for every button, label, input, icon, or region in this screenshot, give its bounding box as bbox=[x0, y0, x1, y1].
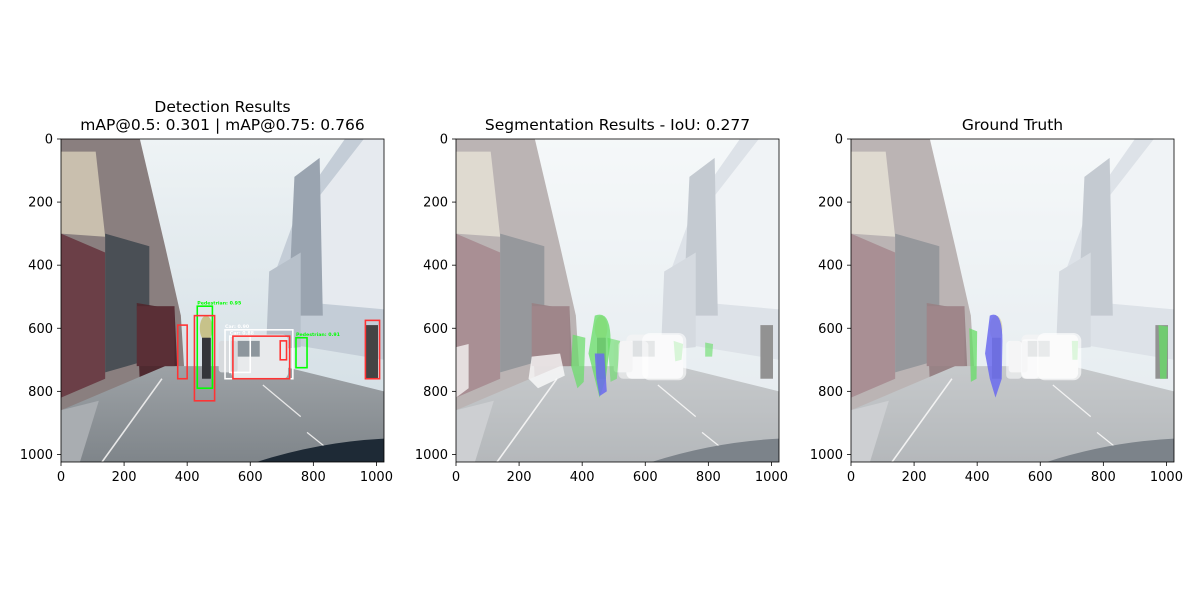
x-tick-label: 600 bbox=[1028, 470, 1053, 485]
scene-image bbox=[850, 138, 1175, 463]
ground-truth-mask bbox=[1037, 332, 1082, 381]
ground-truth-mask bbox=[969, 328, 978, 382]
panel-title: Detection Results bbox=[154, 98, 290, 116]
panel-subtitle: mAP@0.5: 0.301 | mAP@0.75: 0.766 bbox=[80, 116, 364, 134]
y-tick-label: 0 bbox=[45, 133, 53, 148]
y-tick-label: 600 bbox=[28, 322, 53, 337]
ground-truth-mask bbox=[1006, 340, 1022, 379]
detection-box bbox=[295, 336, 308, 369]
y-tick-label: 1000 bbox=[810, 448, 843, 463]
y-tick-label: 400 bbox=[28, 259, 53, 274]
segmentation-mask bbox=[607, 337, 621, 382]
segmentation-mask bbox=[705, 342, 714, 357]
y-tick-label: 200 bbox=[818, 196, 843, 211]
detection-label: Pedestrian: 0.91 bbox=[296, 332, 340, 338]
x-tick-label: 0 bbox=[57, 470, 65, 485]
detection-label: Pedestrian: 0.95 bbox=[197, 300, 241, 306]
axes-frame bbox=[455, 138, 780, 463]
y-tick-label: 200 bbox=[28, 196, 53, 211]
x-tick-label: 800 bbox=[301, 470, 326, 485]
segmentation-panel: Segmentation Results - IoU: 0.277 0 200 400… bbox=[415, 116, 788, 485]
panel-title: Ground Truth bbox=[962, 116, 1063, 134]
x-tick-label: 400 bbox=[965, 470, 990, 485]
x-tick-label: 1000 bbox=[1150, 470, 1183, 485]
x-tick-label: 200 bbox=[507, 470, 532, 485]
x-tick-label: 600 bbox=[633, 470, 658, 485]
x-tick-label: 0 bbox=[452, 470, 460, 485]
y-tick-label: 800 bbox=[423, 385, 448, 400]
x-tick-label: 600 bbox=[238, 470, 263, 485]
y-tick-label: 800 bbox=[818, 385, 843, 400]
ground-truth-mask bbox=[985, 314, 1003, 398]
y-tick-label: 0 bbox=[835, 133, 843, 148]
y-tick-label: 400 bbox=[423, 259, 448, 274]
detection-label: Car: 0.88 bbox=[230, 330, 254, 336]
panel-title: Segmentation Results - IoU: 0.277 bbox=[485, 116, 750, 134]
scene-image bbox=[455, 138, 780, 463]
ground-truth-mask bbox=[1021, 339, 1039, 379]
axes-frame bbox=[850, 138, 1175, 463]
segmentation-mask bbox=[528, 353, 565, 389]
x-tick-label: 0 bbox=[847, 470, 855, 485]
detection-label: Car: 0.90 bbox=[225, 324, 250, 330]
x-tick-label: 800 bbox=[696, 470, 721, 485]
x-tick-label: 400 bbox=[175, 470, 200, 485]
x-tick-label: 800 bbox=[1091, 470, 1116, 485]
detection-box bbox=[196, 305, 214, 389]
axes-frame bbox=[60, 138, 385, 463]
segmentation-mask bbox=[642, 332, 687, 381]
x-tick-label: 200 bbox=[112, 470, 137, 485]
segmentation-mask bbox=[456, 344, 469, 398]
y-tick-label: 0 bbox=[440, 133, 448, 148]
segmentation-mask bbox=[618, 340, 649, 379]
detection-box bbox=[279, 340, 288, 361]
y-tick-label: 200 bbox=[423, 196, 448, 211]
y-tick-label: 600 bbox=[818, 322, 843, 337]
y-tick-label: 1000 bbox=[20, 448, 53, 463]
x-tick-label: 1000 bbox=[755, 470, 788, 485]
ground-truth-mask bbox=[1158, 325, 1169, 379]
detection-box bbox=[193, 314, 216, 402]
x-tick-label: 1000 bbox=[360, 470, 393, 485]
detection-box bbox=[232, 335, 291, 380]
segmentation-mask bbox=[594, 353, 607, 397]
y-tick-label: 800 bbox=[28, 385, 53, 400]
y-tick-label: 1000 bbox=[415, 448, 448, 463]
x-tick-label: 200 bbox=[902, 470, 927, 485]
x-tick-label: 400 bbox=[570, 470, 595, 485]
y-tick-label: 600 bbox=[423, 322, 448, 337]
segmentation-mask bbox=[571, 334, 586, 389]
detection-box bbox=[364, 319, 381, 380]
detection-box bbox=[176, 324, 188, 380]
ground-truth-panel: Ground Truth 0 200 400 600 800 1000 0 200 400 600 8… bbox=[810, 116, 1183, 485]
y-tick-label: 400 bbox=[818, 259, 843, 274]
